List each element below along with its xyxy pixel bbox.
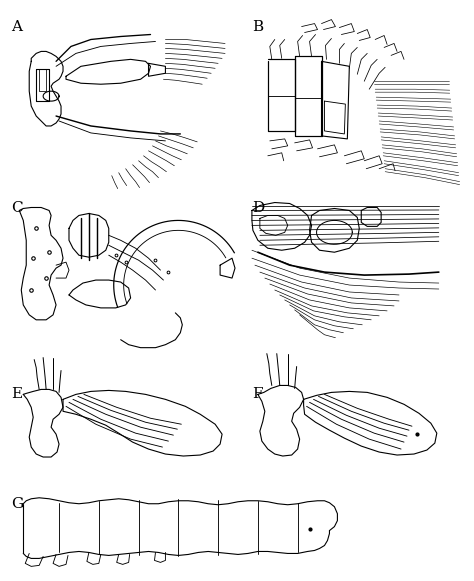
Text: G: G bbox=[11, 497, 24, 511]
Text: D: D bbox=[252, 200, 264, 214]
Text: E: E bbox=[11, 388, 22, 401]
Text: A: A bbox=[11, 20, 22, 34]
Text: B: B bbox=[252, 20, 263, 34]
Text: C: C bbox=[11, 200, 23, 214]
Text: F: F bbox=[252, 388, 263, 401]
